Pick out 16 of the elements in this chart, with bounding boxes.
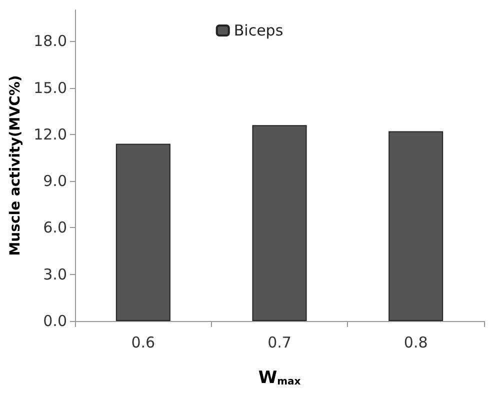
x-tick-label: 0.7 bbox=[268, 334, 292, 352]
y-tick-label: 9.0 bbox=[43, 172, 67, 190]
bar bbox=[388, 131, 444, 321]
x-tick-label: 0.6 bbox=[131, 334, 156, 352]
y-tick-label: 15.0 bbox=[34, 78, 67, 97]
x-axis-title: Wmax bbox=[258, 368, 302, 388]
x-tick-label: 0.8 bbox=[404, 334, 428, 352]
bar bbox=[252, 125, 307, 321]
bar bbox=[116, 144, 170, 321]
legend-label: Biceps bbox=[234, 22, 284, 40]
y-tick-label: 6.0 bbox=[43, 218, 67, 237]
y-tick-label: 18.0 bbox=[34, 32, 67, 50]
y-tick-label: 12.0 bbox=[34, 125, 67, 144]
y-tick-label: 3.0 bbox=[43, 265, 67, 284]
y-tick-label: 0.0 bbox=[43, 312, 67, 330]
y-axis-title: Muscle activity(MVC%) bbox=[8, 75, 24, 256]
